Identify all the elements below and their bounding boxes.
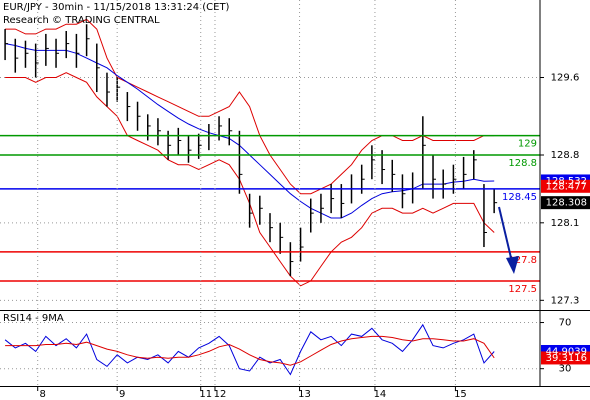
x-tick-label: 12: [214, 389, 227, 400]
y-tick-label: 127.3: [551, 295, 580, 306]
value-tag-label: 128.477: [546, 181, 587, 192]
overlay-line: [5, 18, 495, 195]
forecast-arrow: [498, 206, 519, 274]
rsi-line: [4, 323, 495, 376]
value-tag: [541, 351, 590, 365]
panel-title: RSI14 - 9MA: [3, 313, 64, 324]
value-tag: [541, 179, 590, 193]
x-tick-label: 8: [40, 389, 46, 400]
x-tick-label: 9: [119, 389, 125, 400]
x-tick-label: 11: [199, 389, 212, 400]
level-label: 128.45: [502, 192, 537, 203]
level-label: 128.8: [508, 158, 537, 169]
y-tick-label: 128.8: [551, 150, 580, 161]
value-tag-label: 44.9039: [546, 346, 587, 357]
value-tag: [541, 196, 590, 210]
y-tick-label: 128.1: [551, 218, 580, 229]
arrow-head: [506, 256, 519, 274]
y-tick-label: 70: [559, 318, 572, 329]
x-tick-label: 13: [298, 389, 311, 400]
x-tick-label: 14: [374, 389, 387, 400]
y-tick-label: 129.6: [551, 73, 580, 84]
rsi-line: [5, 335, 495, 366]
level-label: 127.5: [508, 284, 537, 295]
value-tag-label: 128.532: [546, 176, 587, 187]
level-label: 129: [518, 139, 537, 150]
value-tag-label: 128.308: [546, 198, 587, 209]
level-label: 127.8: [508, 255, 537, 266]
chart-subtitle: Research © TRADING CENTRAL: [3, 15, 160, 26]
value-tag-label: 39.3116: [546, 353, 587, 364]
y-tick-label: 30: [559, 364, 572, 375]
chart-title: EUR/JPY - 30min - 11/15/2018 13:31:24 (C…: [3, 2, 230, 13]
arrow-shaft: [498, 206, 513, 263]
x-tick-label: 15: [454, 389, 467, 400]
